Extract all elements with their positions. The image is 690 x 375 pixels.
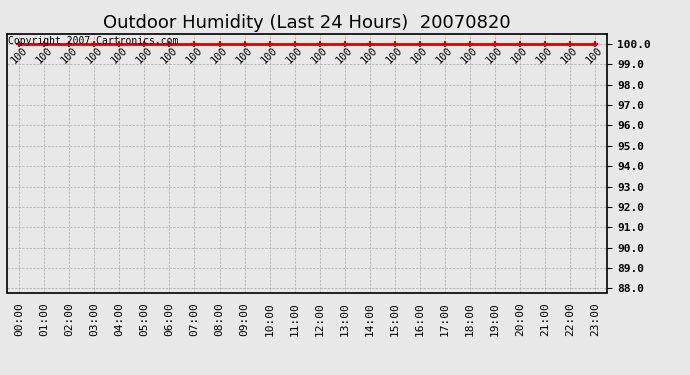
Text: 100: 100 bbox=[159, 45, 179, 66]
Text: 100: 100 bbox=[135, 45, 155, 66]
Text: 100: 100 bbox=[59, 45, 79, 66]
Text: 100: 100 bbox=[109, 45, 130, 66]
Text: 100: 100 bbox=[84, 45, 105, 66]
Text: 100: 100 bbox=[259, 45, 279, 66]
Text: Copyright 2007 Cartronics.com: Copyright 2007 Cartronics.com bbox=[8, 36, 179, 46]
Text: 100: 100 bbox=[184, 45, 205, 66]
Text: 100: 100 bbox=[384, 45, 405, 66]
Text: 100: 100 bbox=[535, 45, 555, 66]
Text: 100: 100 bbox=[284, 45, 305, 66]
Text: 100: 100 bbox=[9, 45, 30, 66]
Text: 100: 100 bbox=[460, 45, 480, 66]
Text: 100: 100 bbox=[34, 45, 55, 66]
Text: 100: 100 bbox=[484, 45, 505, 66]
Text: 100: 100 bbox=[409, 45, 430, 66]
Text: 100: 100 bbox=[435, 45, 455, 66]
Text: 100: 100 bbox=[584, 45, 605, 66]
Text: 100: 100 bbox=[309, 45, 330, 66]
Text: 100: 100 bbox=[209, 45, 230, 66]
Text: 100: 100 bbox=[560, 45, 580, 66]
Text: 100: 100 bbox=[509, 45, 530, 66]
Text: 100: 100 bbox=[235, 45, 255, 66]
Text: 100: 100 bbox=[335, 45, 355, 66]
Text: 100: 100 bbox=[359, 45, 380, 66]
Title: Outdoor Humidity (Last 24 Hours)  20070820: Outdoor Humidity (Last 24 Hours) 2007082… bbox=[104, 14, 511, 32]
